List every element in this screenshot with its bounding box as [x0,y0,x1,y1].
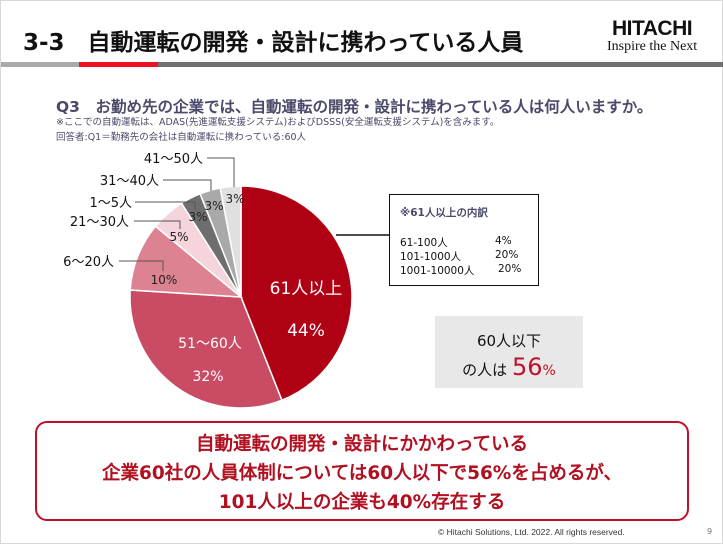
page-title: 3-3 自動運転の開発・設計に携わっている人員 [23,30,524,56]
breakdown-box: ※61人以上の内訳 61-100人 4% 101-1000人 20% 1001-… [389,194,539,286]
summary-line1: 60人以下 [476,332,542,350]
breakdown-value: 20% [498,263,522,275]
leader-line [207,157,235,187]
leader-line [119,260,164,271]
slice-category-label: 61人以上 [270,279,343,299]
slice-percent-label: 44% [287,321,325,341]
slice-category-label: 21～30人 [70,215,129,230]
slice-percent-label: 3% [225,192,244,206]
pie-slice [240,185,353,402]
leader-line [163,179,212,191]
slice-percent-label: 10% [151,273,178,287]
header-bar-red [79,62,158,67]
respondent-note: 回答者:Q1＝勤務先の会社は自動運転に携わっている:60人 [56,132,307,143]
pie-slice [219,185,242,298]
slice-percent-label: 3% [204,199,223,213]
summary-unit: % [542,363,556,379]
breakdown-row: 101-1000人 [400,251,462,263]
header-bar-dark [158,62,723,67]
slice-percent-label: 5% [169,230,188,244]
slice-category-label: 51～60人 [178,336,242,352]
conclusion-line: 企業60社の人員体制については60人以下で56%を占めるが、 [102,463,622,484]
hitachi-logo: HITACHI [612,17,693,40]
question-note: ※ここでの自動運転は、ADAS(先進運転支援システム)およびDSSS(安全運転支… [56,117,500,128]
slice-percent-label: 3% [188,210,207,224]
summary-box: 60人以下 の人は 56% [435,316,583,388]
breakdown-row: 1001-10000人 [400,265,475,277]
logo-tagline: Inspire the Next [607,39,698,54]
leader-line [135,201,196,210]
conclusion-line: 自動運転の開発・設計にかかわっている [195,434,529,455]
summary-value: 56 [511,353,543,381]
slice-category-label: 6～20人 [63,255,114,270]
copyright: © Hitachi Solutions, Ltd. 2022. All righ… [438,527,625,537]
slice-percent-label: 32% [192,369,223,385]
leader-line [134,220,181,229]
slice-category-label: 1～5人 [89,196,132,211]
question-text: Q3 お勤め先の企業では、自動運転の開発・設計に携わっている人は何人いますか。 [56,98,653,116]
breakdown-title: ※61人以上の内訳 [400,207,488,219]
breakdown-row: 61-100人 [400,237,448,249]
pie-slice [129,289,283,409]
summary-prefix: の人は [462,361,508,379]
slice-category-label: 41～50人 [144,152,203,167]
conclusion-box: 自動運転の開発・設計にかかわっている 企業60社の人員体制については60人以下で… [35,421,689,521]
slice-category-label: 31～40人 [100,174,159,189]
header-bar-gray [1,62,79,67]
page-number: 9 [707,527,713,536]
breakdown-value: 4% [495,235,512,247]
breakdown-value: 20% [495,249,519,261]
conclusion-line: 101人以上の企業も40%存在する [218,492,506,513]
